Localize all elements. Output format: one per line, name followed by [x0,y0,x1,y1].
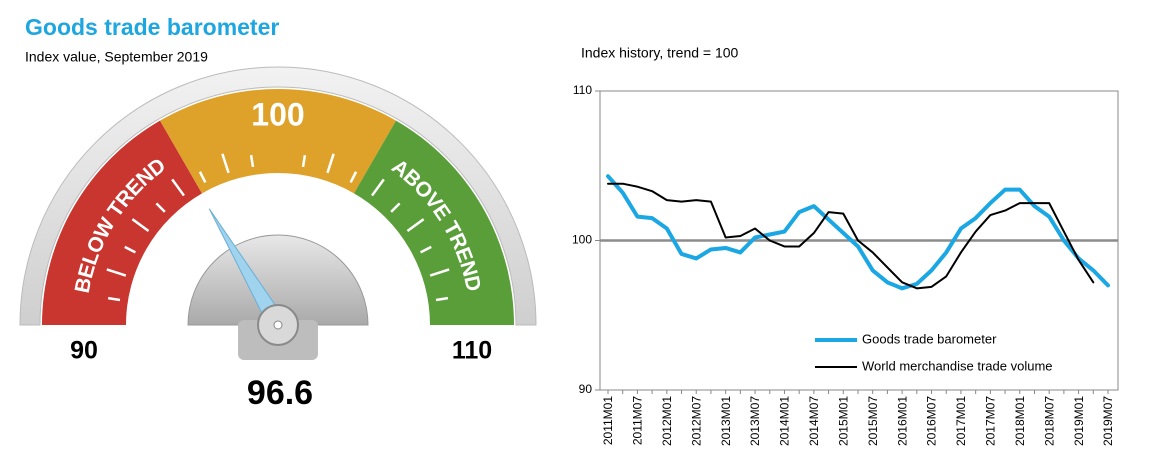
gauge-scale [198,171,207,184]
gauge-scale [419,245,432,254]
gauge-scale [221,153,230,174]
x-tick-label: 2012M07 [689,396,703,446]
gauge-hub [187,234,369,326]
y-tick-label: 110 [573,83,592,97]
gauge-scale [435,296,449,302]
x-tick-label: 2018M01 [1013,396,1027,446]
gauge-knob-dot [273,320,283,330]
x-tick-label: 2016M01 [895,396,909,446]
gauge-scale [171,178,185,197]
legend-label: World merchandise trade volume [862,358,1053,373]
x-tick-label: 2019M01 [1072,396,1086,446]
gauge-scale [371,178,385,197]
x-tick-label: 2013M01 [719,396,733,446]
gauge-value: 96.6 [247,374,313,412]
gauge-scale [106,268,127,277]
x-tick-label: 2019M07 [1101,396,1115,446]
gauge-title: Goods trade barometer [25,14,279,40]
gauge-band [42,120,202,325]
gauge-scale [131,218,150,232]
gauge-band [160,88,396,194]
gauge-scale [390,202,401,213]
gauge-scale [326,153,335,174]
line-title: Index history, trend = 100 [581,45,739,61]
gauge-scale [107,296,121,302]
y-tick-label: 90 [579,382,593,396]
x-tick-label: 2014M01 [778,396,792,446]
x-tick-label: 2013M07 [748,396,762,446]
x-tick-label: 2018M07 [1042,396,1056,446]
x-tick-label: 2011M01 [601,396,615,445]
gauge-scale [429,268,450,277]
gauge-tick-label: 90 [70,337,98,365]
gauge-tick-label: 100 [251,96,304,132]
x-tick-label: 2014M07 [807,396,821,446]
x-tick-label: 2012M01 [660,396,674,446]
x-tick-label: 2017M07 [984,396,998,446]
x-tick-label: 2011M07 [631,396,645,445]
gauge-scale [124,245,137,254]
legend-label: Goods trade barometer [862,331,997,346]
gauge-subtitle: Index value, September 2019 [25,49,208,65]
x-tick-label: 2016M07 [925,396,939,446]
gauge-scale [406,218,425,232]
gauge-band [354,120,514,325]
gauge-scale [249,154,255,168]
gauge-tick-label: 110 [452,337,492,365]
gauge-scale [301,154,307,168]
x-tick-label: 2015M01 [836,396,850,446]
gauge-rim [19,66,537,326]
x-tick-label: 2017M01 [954,396,968,446]
series-line [607,182,1095,290]
y-tick-label: 100 [572,233,592,247]
gauge-scale [349,171,358,184]
series-line [606,174,1110,291]
gauge-scale [155,202,166,213]
x-tick-label: 2015M07 [866,396,880,446]
